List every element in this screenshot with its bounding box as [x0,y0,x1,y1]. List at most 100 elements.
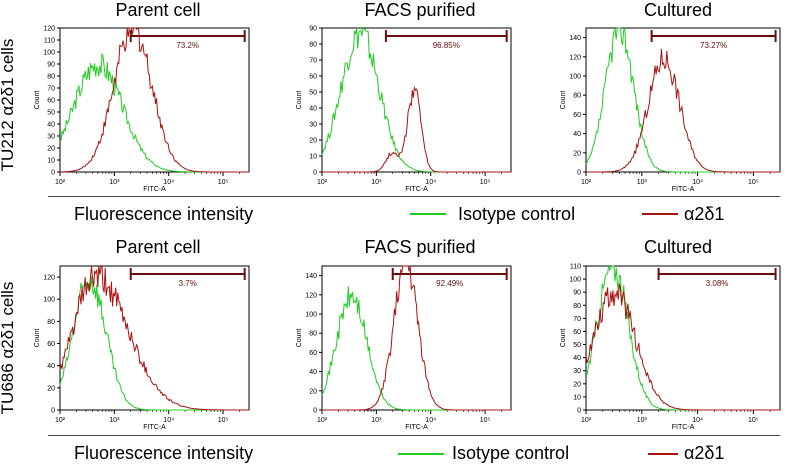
x-axis-label: FITC-A [405,424,428,431]
x-tick-label: 10⁴ [425,417,436,424]
y-tick-label: 80 [573,93,581,100]
x-tick-label: 10³ [109,417,120,424]
x-tick-label: 10³ [637,417,648,424]
x-tick-label: 10⁵ [748,179,759,186]
panel-title-2: FACS purified [364,0,476,20]
x-tick-label: 10⁵ [480,417,491,424]
a2d1-histogram [586,48,780,173]
y-tick-label: 60 [309,350,317,357]
x-axis-label: FITC-A [143,186,166,193]
y-tick-label: 140 [305,273,317,280]
x-tick-label: 10⁵ [748,417,759,424]
y-tick-label: 40 [47,363,55,370]
y-tick-label: 20 [309,138,317,145]
plot-frame [321,265,512,411]
y-tick-label: 120 [43,26,55,33]
legend-isotype-swatch-1 [410,213,446,215]
y-tick-label: 20 [47,385,55,392]
y-tick-label: 10 [47,158,55,165]
panel-title-1: Parent cell [115,0,201,20]
histogram-panel-6: 0 10 20 30 40 50 60 70 80 90 100 110 10² 10³ 10⁴ 10⁵ FIT… [560,264,781,431]
x-tick-label: 10² [317,179,328,186]
panel-title-4: Parent cell [115,237,201,257]
y-axis-label: Count [34,329,41,348]
legend-marker-swatch-1 [642,213,678,215]
y-axis-label: Count [560,91,567,110]
legend-marker-label-2: α2δ1 [684,443,725,463]
a2d1-histogram [60,27,249,173]
a2d1-histogram [59,264,249,411]
y-tick-label: 20 [573,381,581,388]
y-tick-label: 120 [43,275,55,282]
y-tick-label: 0 [577,408,581,415]
y-tick-label: 0 [51,408,55,415]
gate-percent-label: 3.7% [179,279,197,288]
x-tick-label: 10⁴ [163,179,174,186]
x-axis-label: FITC-A [672,424,695,431]
y-tick-label: 0 [313,408,317,415]
y-tick-label: 110 [44,38,55,45]
y-tick-label: 70 [573,316,581,323]
plot-frame [585,27,781,173]
panel-title-6: Cultured [643,237,713,257]
y-tick-label: 80 [47,319,55,326]
plot-frame [59,265,250,411]
x-axis-label: FITC-A [672,186,695,193]
legend-isotype-label-1: Isotype control [458,204,576,224]
y-axis-label: Count [296,329,303,348]
y-tick-label: 100 [43,297,55,304]
xlabel-fluorescence-1: Fluorescence intensity [74,204,254,224]
histogram-panel-3: 0 20 40 60 80 100 120 140 10² 10³ 10⁴ 10⁵ FITC-A Coun… [560,26,781,193]
x-tick-label: 10² [55,417,66,424]
y-tick-label: 120 [305,292,317,299]
x-axis-label: FITC-A [405,186,428,193]
y-tick-label: 30 [573,368,581,375]
y-tick-label: 80 [309,42,317,49]
x-tick-label: 10⁴ [163,417,174,424]
legend-isotype-swatch-2 [398,453,444,455]
legend-isotype-label-2: Isotype control [452,443,570,463]
histogram-panel-5: 0 20 40 60 80 100 120 140 10² 10³ 10⁴ 10⁵ FITC-A Coun… [296,265,512,431]
plot-frame [59,27,250,173]
y-tick-label: 90 [573,290,581,297]
y-tick-label: 20 [47,146,55,153]
gate-percent-label: 96.85% [433,41,460,50]
x-tick-label: 10³ [637,179,648,186]
y-tick-label: 60 [47,341,55,348]
gate-percent-label: 73.2% [176,41,199,50]
x-tick-label: 10⁵ [480,179,491,186]
histogram-panel-2: 0 10 20 30 40 50 60 70 80 90 10² 10³ 10⁴ 10⁵ FITC-A Cou… [296,26,512,193]
x-tick-label: 10² [317,417,328,424]
y-tick-label: 70 [47,86,55,93]
x-tick-label: 10⁴ [692,179,703,186]
plot-frame [321,27,512,173]
y-tick-label: 10 [309,154,317,161]
y-tick-label: 110 [570,264,581,271]
x-tick-label: 10⁴ [425,179,436,186]
x-tick-label: 10³ [371,417,382,424]
y-tick-label: 50 [573,342,581,349]
y-tick-label: 40 [309,369,317,376]
y-tick-label: 100 [305,312,317,319]
y-tick-label: 70 [309,58,317,65]
y-tick-label: 100 [569,277,581,284]
histogram-panel-4: 0 20 40 60 80 100 120 10² 10³ 10⁴ 10⁵ FITC-A Count 3.… [34,264,250,431]
y-tick-label: 50 [309,90,317,97]
x-tick-label: 10² [55,179,66,186]
x-tick-label: 10⁴ [692,417,703,424]
y-tick-label: 10 [573,394,581,401]
y-tick-label: 100 [43,50,55,57]
y-tick-label: 60 [573,329,581,336]
gate-percent-label: 92.49% [436,279,463,288]
y-tick-label: 0 [577,170,581,177]
y-tick-label: 20 [573,150,581,157]
row-label-tu212: TU212 α2δ1 cells [0,38,17,172]
panel-title-5: FACS purified [364,237,476,257]
y-tick-label: 60 [47,98,55,105]
y-tick-label: 0 [313,170,317,177]
y-tick-label: 60 [309,74,317,81]
y-tick-label: 50 [47,110,55,117]
x-axis-label: FITC-A [143,424,166,431]
a2d1-histogram [585,283,780,411]
a2d1-histogram [322,85,511,173]
